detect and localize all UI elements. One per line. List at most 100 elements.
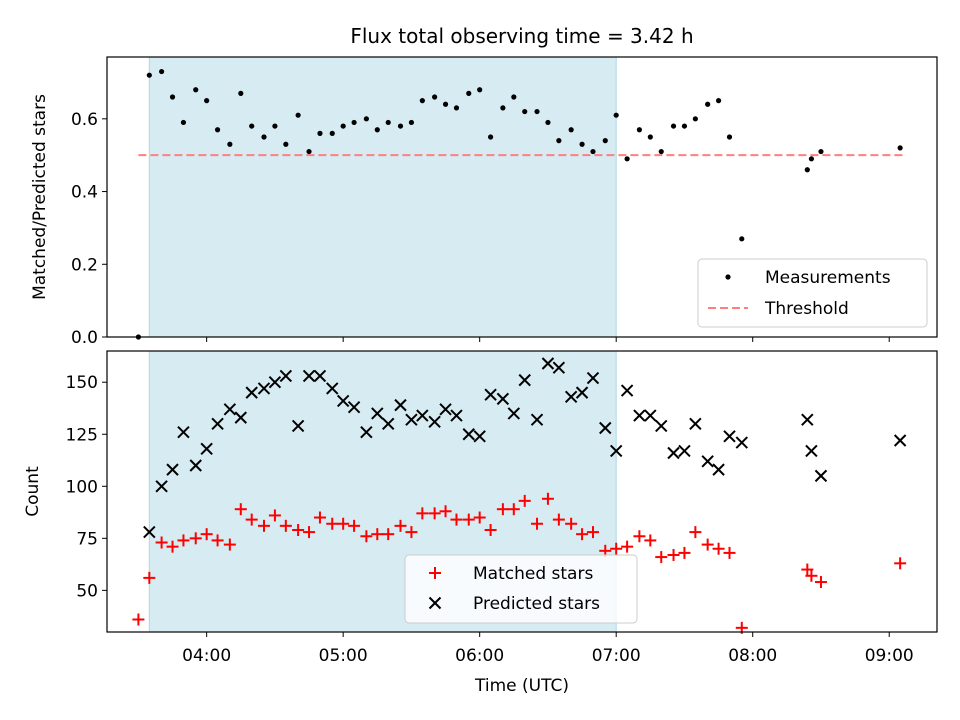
measurement-point <box>385 119 391 126</box>
matched-star-point <box>507 503 520 516</box>
x-tick-label: 09:00 <box>865 646 914 666</box>
measurement-point <box>808 156 815 162</box>
measurements-points <box>135 68 903 340</box>
measurement-point <box>579 141 585 147</box>
measurement-point <box>238 90 244 96</box>
legend-predicted-marker <box>428 596 442 610</box>
matched-star-point <box>371 528 384 541</box>
predicted-star-point <box>234 411 247 424</box>
x-tick-label: 07:00 <box>592 646 641 666</box>
measurement-point <box>692 116 698 122</box>
matched-star-point <box>484 524 497 537</box>
measurement-point <box>249 123 255 129</box>
measurement-point <box>351 119 357 126</box>
measurement-point <box>726 134 733 140</box>
measurement-point <box>670 123 677 129</box>
predicted-star-point <box>200 442 213 456</box>
count-panel-frame <box>106 350 938 633</box>
measurement-point <box>602 138 608 144</box>
predicted-star-point <box>313 369 327 383</box>
predicted-star-point <box>801 413 814 426</box>
measurement-point <box>419 98 425 104</box>
predicted-star-point <box>484 388 497 401</box>
matched-star-point <box>894 557 907 570</box>
matched-star-point <box>189 532 202 545</box>
measurement-point <box>306 148 312 155</box>
measurement-point <box>408 119 415 126</box>
ratio-x-ticks <box>206 337 890 342</box>
y-tick-label: 50 <box>76 581 98 601</box>
ratio-y-axis-label: Matched/Predicted stars <box>30 94 50 300</box>
matched-star-point <box>701 538 714 551</box>
predicted-star-point <box>530 413 544 426</box>
matched-star-point <box>531 517 544 530</box>
observing-window-shade <box>148 56 617 338</box>
matched-star-point <box>143 571 156 584</box>
matched-star-point <box>337 517 350 530</box>
measurement-point <box>340 123 346 129</box>
y-tick-label: 100 <box>66 477 98 497</box>
matched-star-point <box>462 513 475 526</box>
matched-star-point <box>257 519 270 532</box>
measurement-point <box>397 123 404 129</box>
matched-star-point <box>303 526 316 539</box>
predicted-star-point <box>336 394 350 408</box>
matched-star-point <box>518 494 531 507</box>
measurement-point <box>466 90 472 96</box>
measurement-point <box>169 94 176 100</box>
predicted-star-point <box>450 409 463 422</box>
predicted-star-point <box>712 463 725 476</box>
matched-star-point <box>428 507 441 520</box>
predicted-star-point <box>644 409 657 422</box>
predicted-star-point <box>462 428 475 441</box>
measurement-point <box>705 101 711 107</box>
matched-star-point <box>292 524 305 537</box>
matched-star-point <box>360 530 373 543</box>
matched-star-point <box>667 548 680 561</box>
matched-star-point <box>200 528 213 541</box>
matched-star-point <box>712 542 725 555</box>
legend-box <box>697 258 928 328</box>
matched-star-point <box>633 530 646 543</box>
measurement-point <box>442 101 449 107</box>
x-tick-label: 04:00 <box>182 646 231 666</box>
legend-box <box>404 554 638 624</box>
matched-star-point <box>416 507 429 520</box>
y-tick-label: 0.0 <box>71 328 98 348</box>
predicted-star-point <box>678 444 691 458</box>
matched-star-point <box>450 513 463 526</box>
predicted-star-point <box>633 409 646 422</box>
matched-star-point <box>541 492 554 505</box>
matched-star-point <box>132 613 145 626</box>
predicted-star-point <box>291 419 305 433</box>
matched-star-point <box>439 505 452 518</box>
predicted-star-point <box>701 455 714 468</box>
matched-star-point <box>313 511 326 524</box>
predicted-star-point <box>735 436 748 449</box>
measurement-point <box>658 148 664 155</box>
matched-star-point <box>689 526 702 539</box>
measurement-point <box>897 145 903 151</box>
matched-star-point <box>801 563 814 576</box>
matched-star-point <box>621 540 634 553</box>
predicted-star-point <box>360 425 373 439</box>
measurement-point <box>204 98 210 104</box>
measurement-point <box>715 98 722 104</box>
measurement-point <box>636 127 643 133</box>
predicted-star-point <box>473 430 486 443</box>
matched-star-point <box>405 526 418 539</box>
measurement-point <box>193 87 199 93</box>
matched-star-point <box>678 546 691 559</box>
measurement-point <box>590 148 596 155</box>
predicted-star-point <box>405 413 418 426</box>
predicted-star-point <box>564 390 578 403</box>
count-x-ticks: 04:00 05:00 06:00 07:00 08:00 09:00 <box>182 632 914 666</box>
matched-star-point <box>382 528 395 541</box>
measurement-point <box>432 94 438 100</box>
predicted-star-point <box>428 415 441 428</box>
predicted-star-point <box>302 369 316 383</box>
predicted-star-point <box>609 444 623 458</box>
predicted-star-point <box>689 417 702 431</box>
predicted-star-point <box>268 376 282 389</box>
matched-star-point <box>586 526 599 539</box>
